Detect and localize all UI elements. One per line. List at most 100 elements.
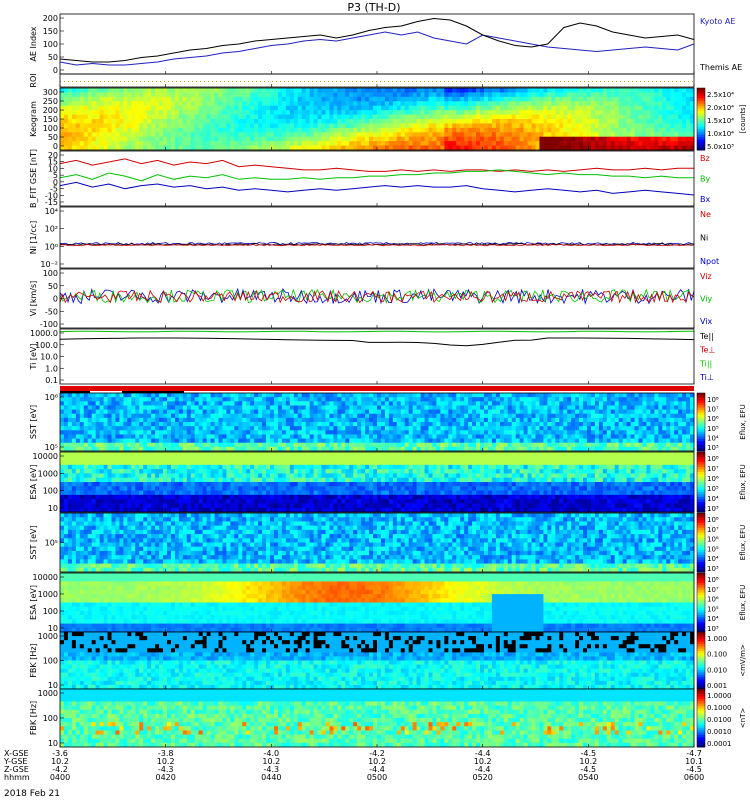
heatmap-cell xyxy=(503,393,509,398)
heatmap-cell xyxy=(123,413,128,419)
heatmap-cell xyxy=(353,442,358,448)
heatmap-cell xyxy=(420,430,425,435)
heatmap-cell xyxy=(182,430,188,435)
heatmap-cell xyxy=(79,473,85,479)
heatmap-cell xyxy=(71,430,77,435)
y-tick-label: 20 xyxy=(48,151,58,160)
heatmap-cell xyxy=(67,434,73,439)
heatmap-cell xyxy=(523,442,528,448)
heatmap-cell xyxy=(71,132,77,138)
heatmap-cell xyxy=(67,123,73,129)
heatmap-cell xyxy=(602,123,608,129)
heatmap-cell xyxy=(147,417,152,423)
heatmap-cell xyxy=(349,92,354,98)
heatmap-cell xyxy=(155,96,160,102)
heatmap-cell xyxy=(388,405,394,410)
heatmap-cell xyxy=(99,105,104,111)
heatmap-cell xyxy=(289,413,295,419)
heatmap-cell xyxy=(531,393,536,398)
heatmap-cell xyxy=(424,397,429,402)
heatmap-cell xyxy=(590,405,596,410)
legend-entry: Ti|| xyxy=(699,359,712,368)
heatmap-cell xyxy=(147,434,152,439)
heatmap-cell xyxy=(610,96,616,102)
heatmap-cell xyxy=(159,136,164,142)
heatmap-cell xyxy=(682,141,687,146)
heatmap-cell xyxy=(178,426,184,431)
heatmap-cell xyxy=(107,464,112,470)
heatmap-cell xyxy=(452,145,457,151)
heatmap-cell xyxy=(404,101,410,107)
heatmap-cell xyxy=(563,442,568,448)
heatmap-cell xyxy=(404,446,410,452)
heatmap-cell xyxy=(559,105,564,111)
heatmap-cell xyxy=(270,88,275,93)
heatmap-cell xyxy=(159,409,164,415)
heatmap-cell xyxy=(79,486,85,491)
heatmap-cell xyxy=(79,452,85,457)
heatmap-cell xyxy=(159,434,164,439)
heatmap-cell xyxy=(678,417,683,423)
heatmap-cell xyxy=(250,442,255,448)
heatmap-cell xyxy=(424,430,429,435)
heatmap-cell xyxy=(63,105,69,111)
heatmap-cell xyxy=(440,393,445,398)
heatmap-cell xyxy=(416,119,421,124)
heatmap-cell xyxy=(99,127,104,133)
heatmap-cell xyxy=(87,452,93,457)
heatmap-cell xyxy=(523,426,528,431)
heatmap-cell xyxy=(325,119,330,124)
heatmap-cell xyxy=(190,393,196,398)
heatmap-cell xyxy=(583,110,588,115)
heatmap-cell xyxy=(658,405,663,410)
heatmap-cell xyxy=(305,141,311,146)
heatmap-cell xyxy=(159,405,164,410)
heatmap-cell xyxy=(424,417,429,423)
heatmap-cell xyxy=(321,105,326,111)
heatmap-cell xyxy=(404,119,410,124)
heatmap-cell xyxy=(194,136,200,142)
heatmap-cell xyxy=(495,442,501,448)
heatmap-cell xyxy=(650,114,655,120)
heatmap-cell xyxy=(428,110,433,115)
heatmap-cell xyxy=(63,442,69,448)
heatmap-cell xyxy=(539,145,544,151)
heatmap-cell xyxy=(115,105,120,111)
heatmap-cell xyxy=(662,434,667,439)
heatmap-cell xyxy=(119,434,124,439)
heatmap-cell xyxy=(226,123,231,129)
heatmap-cell xyxy=(563,96,568,102)
heatmap-cell xyxy=(690,413,695,419)
heatmap-cell xyxy=(71,393,77,398)
heatmap-cell xyxy=(396,405,402,410)
heatmap-cell xyxy=(519,426,525,431)
heatmap-cell xyxy=(543,92,548,98)
heatmap-cell xyxy=(491,92,497,98)
heatmap-cell xyxy=(602,426,608,431)
heatmap-cell xyxy=(531,132,536,138)
heatmap-cell xyxy=(345,92,350,98)
heatmap-cell xyxy=(329,405,334,410)
heatmap-cell xyxy=(587,132,592,138)
colorbar-cell xyxy=(697,412,705,416)
heatmap-cell xyxy=(75,460,81,466)
heatmap-cell xyxy=(618,105,624,111)
heatmap-cell xyxy=(432,105,437,111)
heatmap-cell xyxy=(448,393,453,398)
heatmap-cell xyxy=(396,397,402,402)
heatmap-cell xyxy=(472,123,477,129)
heatmap-cell xyxy=(396,417,402,423)
heatmap-cell xyxy=(285,96,291,102)
heatmap-cell xyxy=(416,422,421,427)
heatmap-cell xyxy=(690,92,695,98)
heatmap-cell xyxy=(83,132,89,138)
heatmap-cell xyxy=(483,409,489,415)
heatmap-cell xyxy=(341,110,346,115)
heatmap-cell xyxy=(123,460,128,466)
heatmap-cell xyxy=(610,446,616,452)
heatmap-cell xyxy=(123,123,128,129)
heatmap-cell xyxy=(682,446,687,452)
heatmap-cell xyxy=(658,434,663,439)
heatmap-cell xyxy=(174,422,180,427)
heatmap-cell xyxy=(507,132,513,138)
